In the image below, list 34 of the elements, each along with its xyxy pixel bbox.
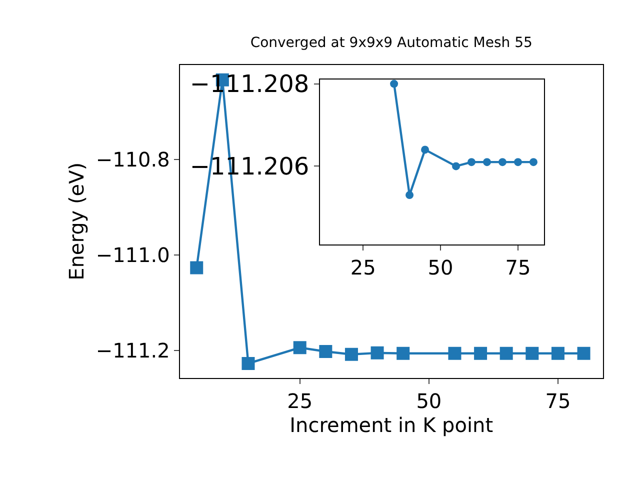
point (370, 346, 384, 360)
x-tick-label: 25 (350, 256, 376, 280)
point (190, 261, 204, 274)
point (390, 80, 398, 88)
x-tick-label: 75 (545, 388, 571, 413)
point (344, 348, 358, 361)
point (526, 346, 539, 360)
x-tick-label: 75 (505, 256, 531, 280)
x-tick-label: 50 (428, 256, 454, 280)
point (577, 346, 590, 360)
point (500, 346, 513, 360)
point (406, 191, 414, 200)
point (421, 146, 430, 154)
y-axis-title: Energy (eV) (64, 162, 88, 280)
point (242, 356, 255, 370)
x-tick-label: 25 (287, 388, 313, 413)
x-axis-title: Increment in K point (290, 412, 494, 437)
point (319, 344, 332, 358)
point (293, 341, 306, 354)
y-tick-label: −111.2 (96, 338, 170, 363)
point (514, 158, 522, 166)
point (468, 158, 476, 166)
point (498, 158, 506, 166)
y-tick-label: −110.8 (96, 147, 170, 172)
point (551, 346, 564, 360)
point (448, 346, 462, 360)
y-tick-label: −111.0 (96, 242, 170, 267)
point (529, 158, 538, 166)
chart-title: Converged at 9x9x9 Automatic Mesh 55 (250, 34, 532, 51)
point (452, 162, 460, 170)
point (396, 346, 410, 360)
x-tick-label: 50 (416, 388, 442, 413)
point (482, 158, 491, 166)
point (474, 346, 488, 360)
